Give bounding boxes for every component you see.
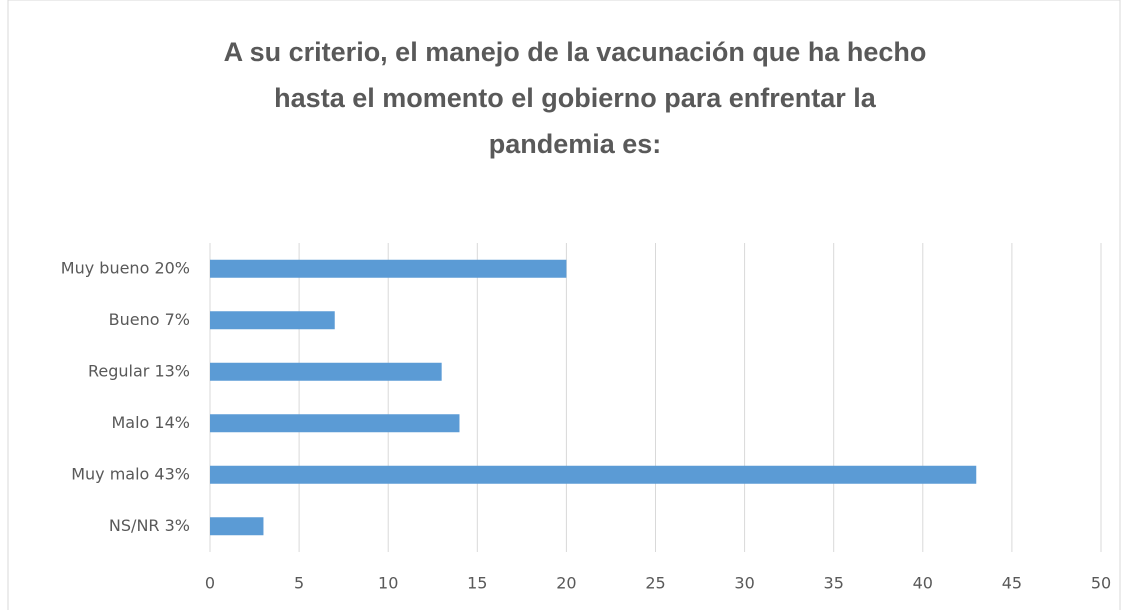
- y-tick-label: Muy malo 43%: [71, 464, 190, 483]
- y-tick-label: NS/NR 3%: [109, 516, 190, 535]
- x-tick-label: 50: [1091, 574, 1111, 593]
- chart-title: pandemia es:: [489, 129, 662, 159]
- x-tick-label: 15: [467, 574, 487, 593]
- x-tick-label: 45: [1002, 574, 1022, 593]
- bar: [210, 465, 977, 484]
- x-tick-label: 35: [824, 574, 844, 593]
- bar: [210, 517, 264, 536]
- chart-frame: [7, 0, 1121, 610]
- y-tick-label: Malo 14%: [112, 413, 191, 432]
- chart-title: A su criterio, el manejo de la vacunació…: [224, 37, 927, 67]
- chart-title: hasta el momento el gobierno para enfren…: [274, 83, 877, 113]
- bar: [210, 259, 567, 278]
- x-tick-label: 40: [913, 574, 933, 593]
- y-tick-label: Bueno 7%: [109, 310, 190, 329]
- bar: [210, 414, 460, 433]
- x-tick-label: 0: [205, 574, 215, 593]
- bar: [210, 311, 335, 330]
- bar: [210, 362, 442, 381]
- x-tick-label: 5: [294, 574, 304, 593]
- x-tick-label: 20: [556, 574, 576, 593]
- y-tick-label: Muy bueno 20%: [61, 258, 190, 277]
- x-tick-label: 30: [734, 574, 754, 593]
- x-tick-label: 10: [378, 574, 398, 593]
- y-tick-label: Regular 13%: [88, 361, 190, 380]
- x-tick-label: 25: [645, 574, 665, 593]
